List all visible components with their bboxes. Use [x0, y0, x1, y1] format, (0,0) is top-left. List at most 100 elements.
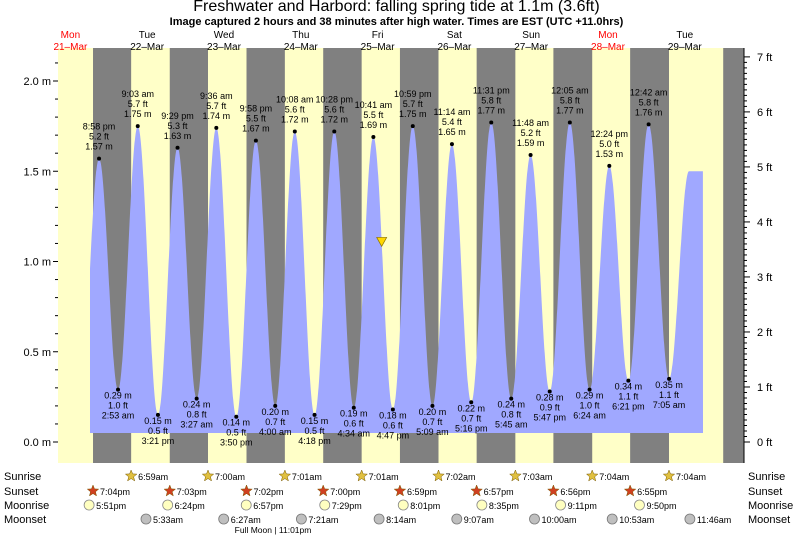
low-tide-point	[155, 412, 160, 417]
high-tide-feet: 5.7 ft	[403, 99, 424, 109]
low-tide-feet: 0.7 ft	[422, 417, 443, 427]
high-tide-time: 12:42 am	[630, 87, 668, 97]
moonrise-time: 9:11pm	[568, 501, 597, 511]
high-tide-metres: 1.75 m	[124, 109, 152, 119]
sunset-time: 7:03pm	[177, 487, 207, 497]
high-tide-point	[449, 142, 454, 147]
sunset-time: 7:04pm	[100, 487, 130, 497]
low-tide-metres: 0.15 m	[301, 416, 329, 426]
right-axis-tick-label: 4 ft	[757, 217, 772, 229]
day-date-label: 26–Mar	[437, 42, 472, 53]
high-tide-metres: 1.77 m	[478, 106, 506, 116]
day-date-label: 21–Mar	[53, 42, 88, 53]
high-tide-feet: 5.8 ft	[560, 96, 581, 106]
high-tide-point	[607, 163, 612, 168]
high-tide-point	[528, 153, 533, 158]
high-tide-point	[253, 138, 258, 143]
sunrise-time: 7:04am	[599, 472, 629, 482]
moonrise-time: 9:50pm	[646, 501, 676, 511]
sunset-icon	[86, 484, 100, 497]
low-tide-feet: 0.9 ft	[540, 402, 561, 412]
moonset-time: 6:27am	[231, 515, 261, 525]
high-tide-time: 11:48 am	[512, 118, 549, 128]
high-tide-metres: 1.65 m	[438, 127, 466, 137]
moonset-icon	[373, 513, 385, 525]
low-tide-time: 4:34 am	[338, 429, 371, 439]
low-tide-metres: 0.35 m	[655, 380, 683, 390]
low-tide-time: 5:47 pm	[533, 412, 566, 422]
sunrise-icon	[278, 469, 292, 482]
row-label-left-sunrise: Sunrise	[4, 471, 41, 483]
high-tide-feet: 5.3 ft	[168, 121, 189, 131]
high-tide-metres: 1.53 m	[596, 149, 624, 159]
high-tide-point	[214, 125, 219, 130]
high-tide-time: 10:08 am	[276, 95, 314, 105]
low-tide-metres: 0.15 m	[144, 416, 172, 426]
moonrise-time: 8:35pm	[489, 501, 519, 511]
sunrise-time: 6:59am	[138, 472, 168, 482]
moonrise-time: 6:24pm	[175, 501, 205, 511]
sunset-icon	[393, 484, 407, 497]
high-tide-metres: 1.77 m	[556, 106, 584, 116]
low-tide-feet: 1.1 ft	[618, 392, 639, 402]
high-tide-metres: 1.57 m	[85, 142, 113, 152]
low-tide-time: 6:24 am	[573, 411, 606, 421]
high-tide-metres: 1.72 m	[321, 115, 349, 125]
low-tide-point	[587, 387, 592, 392]
high-tide-metres: 1.69 m	[360, 120, 388, 130]
sunrise-time: 7:03am	[522, 472, 552, 482]
low-tide-time: 5:09 am	[416, 427, 449, 437]
high-tide-feet: 5.7 ft	[128, 99, 149, 109]
sunrise-icon	[662, 469, 676, 482]
moonset-icon	[529, 513, 540, 525]
high-tide-time: 12:24 pm	[591, 129, 629, 139]
left-axis-tick-label: 1.5 m	[23, 166, 51, 178]
day-name-label: Thu	[292, 30, 309, 41]
high-tide-time: 10:41 am	[355, 100, 393, 110]
sunrise-icon	[355, 469, 369, 482]
low-tide-feet: 0.5 ft	[148, 426, 169, 436]
low-tide-feet: 0.7 ft	[265, 417, 286, 427]
low-tide-time: 3:50 pm	[220, 438, 253, 448]
low-tide-point	[509, 396, 514, 401]
day-name-label: Sat	[447, 30, 462, 41]
sunrise-icon	[509, 469, 522, 482]
high-tide-point	[371, 134, 376, 139]
moonset-icon	[684, 513, 696, 525]
low-tide-metres: 0.29 m	[104, 391, 132, 401]
low-tide-point	[469, 400, 474, 405]
sunset-time: 7:00pm	[330, 487, 360, 497]
sunrise-icon	[585, 469, 599, 482]
moonset-time: 10:00am	[542, 515, 577, 525]
sunset-icon	[316, 484, 330, 497]
moonset-icon	[295, 513, 307, 525]
left-axis-tick-label: 2.0 m	[23, 76, 51, 88]
high-tide-feet: 5.5 ft	[246, 114, 267, 124]
high-tide-time: 9:03 am	[121, 89, 154, 99]
sunset-time: 6:57pm	[484, 487, 514, 497]
high-tide-time: 11:14 am	[434, 107, 471, 117]
sunrise-icon	[201, 469, 215, 482]
moonset-time: 9:07am	[464, 515, 494, 525]
low-tide-time: 4:47 pm	[377, 431, 410, 441]
low-tide-point	[430, 403, 435, 408]
low-tide-point	[312, 412, 317, 417]
moonrise-time: 6:57pm	[253, 501, 283, 511]
high-tide-feet: 5.0 ft	[599, 139, 620, 149]
moonrise-icon	[162, 499, 174, 511]
high-tide-point	[410, 124, 415, 129]
low-tide-time: 5:45 am	[495, 420, 528, 430]
sunset-time: 6:56pm	[560, 487, 590, 497]
high-tide-metres: 1.59 m	[517, 138, 545, 148]
day-name-label: Tue	[139, 30, 156, 41]
high-tide-time: 9:29 pm	[161, 111, 194, 121]
left-axis-tick-label: 1.0 m	[23, 257, 51, 269]
row-label-left-sunset: Sunset	[4, 486, 38, 498]
low-tide-point	[626, 378, 631, 383]
day-date-label: 22–Mar	[130, 42, 165, 53]
tide-area	[90, 122, 703, 433]
low-tide-time: 5:16 pm	[455, 423, 488, 433]
high-tide-metres: 1.76 m	[635, 107, 663, 117]
sunrise-time: 7:01am	[369, 472, 399, 482]
